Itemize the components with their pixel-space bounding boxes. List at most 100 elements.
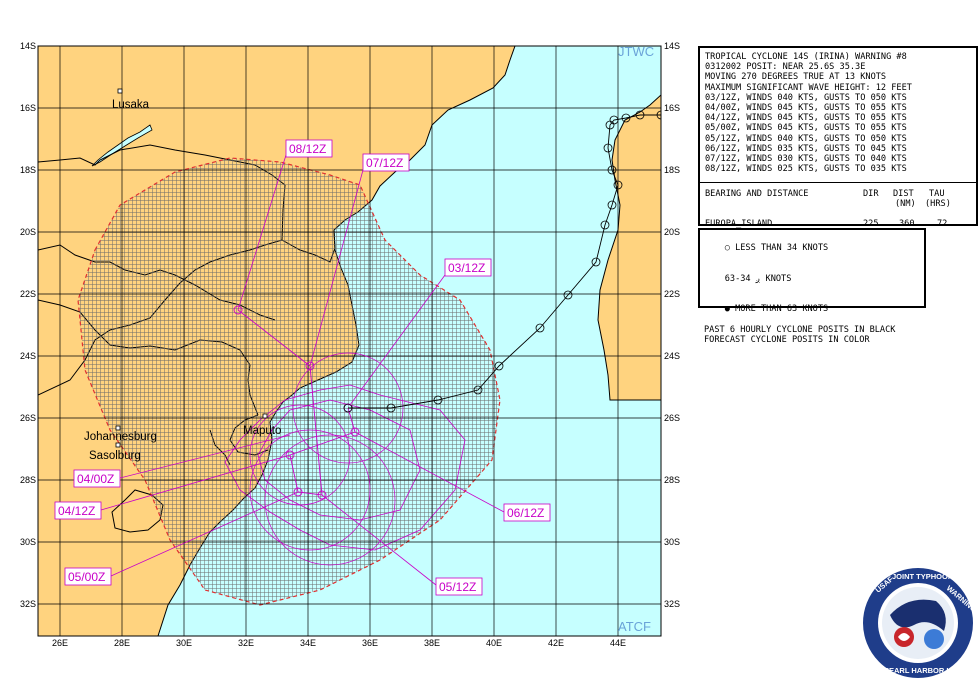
forecast-position-marker — [305, 361, 315, 371]
agency-top-label: JTWC — [618, 44, 654, 59]
city-label-maputo: Maputo — [243, 425, 281, 437]
city-marker-sasolburg — [115, 442, 121, 448]
warning-movement: MOVING 270 DEGREES TRUE AT 13 KNOTS — [705, 72, 887, 83]
past-position-marker — [613, 180, 623, 190]
lat-tick-label-right: 32S — [664, 599, 680, 609]
past-position-marker — [535, 323, 545, 333]
legend-note-past: PAST 6 HOURLY CYCLONE POSITS IN BLACK — [704, 324, 896, 335]
forecast-position-marker — [317, 490, 327, 500]
warning-title: TROPICAL CYCLONE 14S (IRINA) WARNING #8 — [705, 52, 907, 62]
forecast-winds-08-12z: 08/12Z, WINDS 025 KTS, GUSTS TO 035 KTS — [705, 164, 907, 175]
forecast-position-marker — [350, 427, 360, 437]
bearing-tau: 72 — [937, 219, 948, 230]
past-position-marker — [605, 120, 615, 130]
past-position-marker — [635, 110, 645, 120]
forecast-winds-03-12z: 03/12Z, WINDS 040 KTS, GUSTS TO 050 KTS — [705, 92, 907, 103]
bearing-dir: 225 — [863, 219, 879, 230]
forecast-winds-06-12z: 06/12Z, WINDS 035 KTS, GUSTS TO 045 KTS — [705, 143, 907, 154]
forecast-position-marker — [293, 487, 303, 497]
legend-item-over-63: ● MORE THAN 63 KNOTS — [724, 304, 829, 315]
city-label-sasolburg: Sasolburg — [89, 450, 141, 462]
lat-tick-label-left: 24S — [20, 351, 36, 361]
lat-tick-label-left: 18S — [20, 165, 36, 175]
past-position-marker — [563, 290, 573, 300]
past-position-marker — [607, 200, 617, 210]
dist-header: DIST — [893, 189, 914, 200]
tropical-storm-icon: ږ — [755, 273, 761, 284]
lat-tick-label-right: 30S — [664, 537, 680, 547]
lon-tick-label: 30E — [176, 638, 192, 648]
forecast-position-marker — [285, 450, 295, 460]
lat-tick-label-right: 16S — [664, 103, 680, 113]
forecast-wind-radius — [264, 434, 396, 566]
jtwc-seal: USAF JOINT TYPHOON WARNING CENTER PEARL … — [861, 566, 980, 680]
lat-tick-label-right: 14S — [664, 41, 680, 51]
lon-tick-label: 34E — [300, 638, 316, 648]
lat-tick-label-right: 26S — [664, 413, 680, 423]
warning-info-box: TROPICAL CYCLONE 14S (IRINA) WARNING #8 … — [698, 46, 978, 230]
forecast-label-03-12z: 03/12Z — [448, 261, 485, 275]
lon-tick-label: 44E — [610, 638, 626, 648]
past-position-marker — [591, 257, 601, 267]
lat-lon-grid — [38, 46, 661, 636]
lat-tick-label-left: 28S — [20, 475, 36, 485]
svg-text:JOINT TYPHOON: JOINT TYPHOON — [892, 572, 953, 581]
past-position-marker — [621, 113, 631, 123]
forecast-label-05-12z: 05/12Z — [439, 580, 476, 594]
tau-header: TAU — [929, 189, 945, 200]
dist-unit: (NM) — [895, 199, 916, 210]
past-position-marker — [494, 361, 504, 371]
lat-tick-label-left: 20S — [20, 227, 36, 237]
lat-tick-label-right: 28S — [664, 475, 680, 485]
dir-header: DIR — [863, 189, 879, 200]
forecast-label-06-12z: 06/12Z — [507, 506, 544, 520]
agency-bottom-label: ATCF — [618, 619, 651, 634]
axis-labels: 14S 14S 16S 16S 18S 18S 20S 20S 22S 22S 24S 24S 26S 2… — [20, 41, 680, 648]
tau-unit: (HRS) — [925, 199, 951, 210]
bearing-dist: 360 — [899, 219, 915, 230]
forecast-winds-04-12z: 04/12Z, WINDS 045 KTS, GUSTS TO 055 KTS — [705, 113, 907, 124]
open-circle-icon: ○ — [724, 243, 730, 254]
lat-tick-label-left: 32S — [20, 599, 36, 609]
legend-item-under-34: ○ LESS THAN 34 KNOTS — [724, 243, 829, 254]
forecast-label-08-12z: 08/12Z — [289, 142, 326, 156]
lat-tick-label-left: 26S — [20, 413, 36, 423]
forecast-winds-04-00z: 04/00Z, WINDS 045 KTS, GUSTS TO 055 KTS — [705, 103, 907, 114]
lon-tick-label: 32E — [238, 638, 254, 648]
lat-tick-label-right: 22S — [664, 289, 680, 299]
forecast-label-07-12z: 07/12Z — [366, 156, 403, 170]
legend-box: ○ LESS THAN 34 KNOTS ږ 34-63 KNOTS ● MOR… — [698, 228, 926, 345]
lon-tick-label: 36E — [362, 638, 378, 648]
forecast-wind-radius — [249, 429, 371, 551]
past-track — [343, 110, 661, 413]
divider — [700, 182, 976, 184]
lat-tick-label-left: 16S — [20, 103, 36, 113]
bearing-header: BEARING AND DISTANCE — [705, 189, 809, 200]
bearing-location: EUROPA_ISLAND — [705, 219, 773, 230]
city-marker-johannesburg — [115, 425, 121, 431]
legend-note-forecast: FORECAST CYCLONE POSITS IN COLOR — [704, 335, 870, 346]
warning-posit: 0312002 POSIT: NEAR 25.6S 35.3E — [705, 62, 866, 73]
lon-tick-label: 42E — [548, 638, 564, 648]
past-position-marker — [473, 385, 483, 395]
legend-item-34-63: ږ 34-63 KNOTS — [724, 273, 792, 284]
forecast-winds-05-12z: 05/12Z, WINDS 040 KTS, GUSTS TO 050 KTS — [705, 133, 907, 144]
lon-tick-label: 40E — [486, 638, 502, 648]
lat-tick-label-right: 20S — [664, 227, 680, 237]
forecast-labels: 08/12Z 07/12Z 03/12Z 04/00Z 04/12Z 05/00… — [54, 139, 551, 596]
forecast-wind-radius — [292, 352, 404, 464]
forecast-winds-07-12z: 07/12Z, WINDS 030 KTS, GUSTS TO 040 KTS — [705, 154, 907, 165]
map-frame — [37, 45, 662, 637]
lat-tick-label-left: 30S — [20, 537, 36, 547]
past-position-marker — [433, 395, 443, 405]
forecast-label-04-12z: 04/12Z — [58, 504, 95, 518]
hurricane-icon: ● — [724, 304, 730, 315]
city-label-johannesburg: Johannesburg — [84, 431, 157, 443]
lon-tick-label: 38E — [424, 638, 440, 648]
forecast-winds-05-00z: 05/00Z, WINDS 045 KTS, GUSTS TO 055 KTS — [705, 123, 907, 134]
lat-tick-label-left: 22S — [20, 289, 36, 299]
lon-tick-label: 26E — [52, 638, 68, 648]
past-position-marker — [603, 143, 613, 153]
past-position-marker — [656, 110, 661, 120]
